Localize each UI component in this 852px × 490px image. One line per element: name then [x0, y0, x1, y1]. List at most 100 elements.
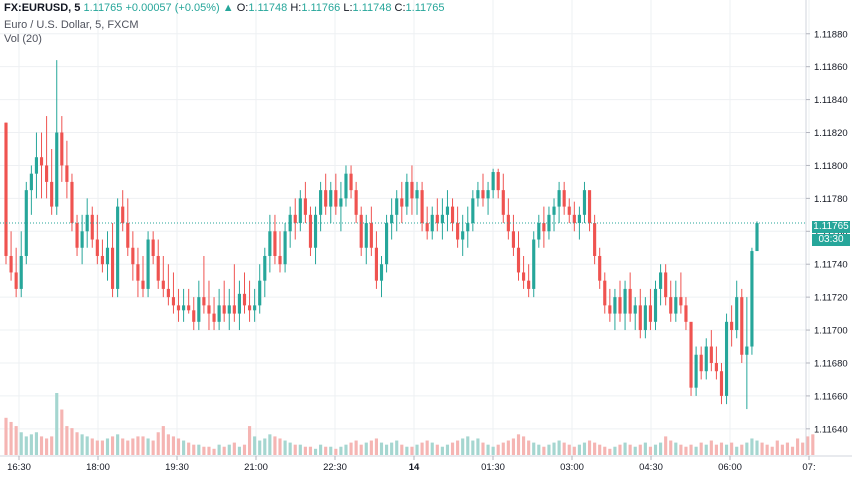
candle [14, 247, 18, 298]
candle-body [415, 190, 419, 199]
volume-indicator-label[interactable]: Vol (20) [4, 33, 42, 45]
volume-bar [811, 434, 815, 455]
volume-bar [263, 438, 267, 455]
candle-body [466, 223, 470, 232]
candle-body [14, 272, 18, 289]
volume-bar [19, 432, 23, 455]
volume-bar [339, 446, 343, 455]
volume-bar [136, 436, 140, 455]
volume-bar [527, 440, 531, 455]
candle-body [161, 280, 165, 289]
volume-bar [740, 444, 744, 455]
candle [293, 198, 297, 240]
volume-bar [369, 440, 373, 455]
candle-body [476, 190, 480, 199]
x-tick-label: 16:30 [7, 462, 31, 473]
candle [278, 231, 282, 273]
candle-body [643, 305, 647, 331]
volume-bar [633, 446, 637, 455]
candle [587, 190, 592, 232]
candle-body [70, 181, 74, 224]
volume-bar [45, 438, 49, 455]
volume-bar [227, 444, 231, 455]
volume-bar [552, 442, 556, 455]
candle-body [613, 297, 617, 314]
candle-body [29, 173, 33, 191]
candle [217, 288, 221, 331]
candle-body [288, 214, 292, 232]
x-tick-label: 21:00 [244, 462, 268, 473]
candle [400, 181, 404, 224]
candle-body [390, 214, 394, 224]
volume-bar [704, 444, 708, 455]
volume-bar [222, 446, 226, 455]
candle-body [166, 288, 170, 298]
instrument-description[interactable]: Euro / U.S. Dollar, 5, FXCM [4, 19, 139, 31]
candle-body [283, 231, 287, 265]
candle-body [263, 255, 267, 281]
candle [481, 173, 485, 207]
volume-bar [618, 444, 622, 455]
candle-body [674, 297, 678, 314]
candle [466, 206, 470, 248]
candle-body [552, 206, 556, 215]
candle [116, 198, 120, 298]
close-value: 1.11765 [405, 2, 445, 14]
candle [456, 206, 460, 248]
volume-bar [577, 444, 581, 455]
candle-body [435, 214, 439, 224]
volume-bar [496, 444, 500, 455]
candle-body [313, 214, 318, 248]
volume-bar [755, 440, 759, 455]
candle [420, 181, 424, 232]
candle-body [227, 305, 231, 314]
candle [75, 214, 79, 256]
candle [552, 198, 556, 232]
candle [390, 198, 394, 240]
volume-bar [65, 426, 69, 455]
candle [222, 280, 226, 322]
volume-bar [466, 436, 470, 455]
volume-bar [100, 440, 104, 455]
candle-body [735, 297, 739, 331]
candle-body [95, 239, 99, 256]
x-tick-label: 01:30 [481, 462, 505, 473]
candle [131, 231, 135, 281]
candle-body [516, 247, 521, 273]
candle [156, 239, 160, 289]
candle [237, 280, 241, 331]
volume-bar [176, 438, 181, 455]
candle-body [471, 198, 475, 224]
candle-body [745, 346, 749, 355]
candle [516, 231, 521, 281]
candle-body [379, 264, 384, 281]
candle [445, 190, 450, 232]
candle-body [664, 272, 668, 298]
volume-bar [303, 446, 307, 455]
volume-bar [395, 440, 399, 455]
high-value: 1.11766 [301, 2, 341, 14]
volume-bar [237, 446, 241, 455]
volume-bar [491, 446, 495, 455]
volume-bar [390, 442, 394, 455]
volume-bar [435, 444, 439, 455]
candle-body [324, 190, 328, 207]
candle-body [4, 122, 8, 256]
volume-bar [806, 436, 810, 455]
candle-body [440, 214, 444, 224]
candle-body [719, 371, 724, 396]
candle-body [45, 165, 49, 182]
volume-bar [471, 440, 475, 455]
candle-body [182, 305, 186, 311]
volume-bar [501, 442, 505, 455]
candle-body [740, 297, 744, 355]
candle [496, 168, 500, 199]
candle-body [278, 255, 282, 265]
symbol-name: FX:EURUSD, 5 [4, 2, 81, 14]
volume-bar [603, 446, 607, 455]
volume-bar [359, 444, 363, 455]
candle [24, 181, 28, 265]
candle [19, 231, 23, 298]
candle [395, 190, 399, 232]
